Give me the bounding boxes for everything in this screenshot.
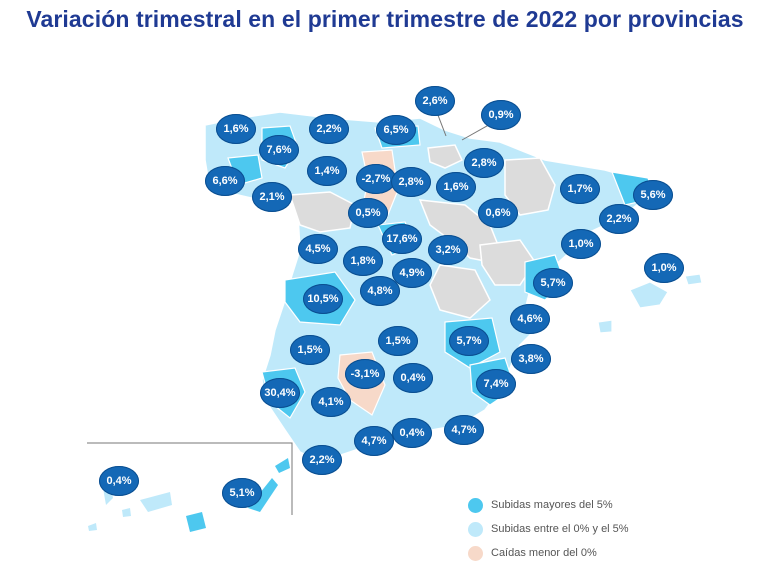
- badge-sevilla: 4,1%: [311, 387, 351, 417]
- badge-lugo: 7,6%: [259, 135, 299, 165]
- legend-label-above5: Subidas mayores del 5%: [491, 499, 613, 511]
- region-baleares-menorca: [684, 273, 703, 286]
- nodata-cuenca: [429, 264, 491, 319]
- badge-castellon: 5,7%: [533, 268, 573, 298]
- legend-item-between0and5: Subidas entre el 0% y el 5%: [468, 517, 629, 541]
- badge-zaragoza: 0,6%: [478, 198, 518, 228]
- badge-a-coruna: 1,6%: [216, 114, 256, 144]
- badge-badajoz: 1,5%: [290, 335, 330, 365]
- badge-pontevedra: 6,6%: [205, 166, 245, 196]
- badge-ciudad-real: 1,5%: [378, 326, 418, 356]
- badge-almeria: 4,7%: [444, 415, 484, 445]
- legend-item-negative: Caídas menor del 0%: [468, 541, 629, 565]
- badge-valencia: 4,6%: [510, 304, 550, 334]
- region-baleares: [629, 281, 669, 309]
- map-title: Variación trimestral en el primer trimes…: [26, 6, 744, 32]
- badge-segovia: 17,6%: [382, 224, 422, 254]
- badge-murcia: 7,4%: [476, 369, 516, 399]
- badge-tarragona: 1,0%: [561, 229, 601, 259]
- badge-alicante: 3,8%: [511, 344, 551, 374]
- legend-swatch-above5: [468, 497, 483, 513]
- legend-label-negative: Caídas menor del 0%: [491, 547, 597, 559]
- badge-gipuzkoa: 0,9%: [481, 100, 521, 130]
- badge-cadiz: 2,2%: [302, 445, 342, 475]
- badge-barcelona: 2,2%: [599, 204, 639, 234]
- nodata-lleida-teruel: [504, 157, 556, 216]
- badge-granada: 0,4%: [392, 418, 432, 448]
- badge-huesca: 1,7%: [560, 174, 600, 204]
- island-gran-canaria: [186, 512, 206, 532]
- badge-las-palmas: 5,1%: [222, 478, 262, 508]
- island-lanzarote: [275, 458, 290, 473]
- nodata-alava-area: [427, 144, 463, 169]
- badge-palencia: 0,5%: [348, 198, 388, 228]
- badge-navarra: 2,8%: [464, 148, 504, 178]
- badge-girona: 5,6%: [633, 180, 673, 210]
- badge-albacete: 5,7%: [449, 326, 489, 356]
- island-la-gomera: [122, 508, 131, 517]
- badge-alava: 2,8%: [391, 167, 431, 197]
- badge-leon: 1,4%: [307, 156, 347, 186]
- mainland-shape: [204, 111, 652, 463]
- legend-item-above5: Subidas mayores del 5%: [468, 493, 629, 517]
- badge-caceres: 10,5%: [303, 284, 343, 314]
- badge-avila: 1,8%: [343, 246, 383, 276]
- legend-swatch-negative: [468, 545, 483, 561]
- badge-bizkaia: 2,6%: [415, 86, 455, 116]
- badge-salamanca: 4,5%: [298, 234, 338, 264]
- badge-santa-cruz-de-tenerife: 0,4%: [99, 466, 139, 496]
- badge-jaen: 0,4%: [393, 363, 433, 393]
- badge-ourense: 2,1%: [252, 182, 292, 212]
- map-legend: Subidas mayores del 5% Subidas entre el …: [468, 493, 629, 565]
- badge-la-rioja: 1,6%: [436, 172, 476, 202]
- badge-toledo: 4,8%: [360, 276, 400, 306]
- badge-cantabria: 6,5%: [376, 115, 416, 145]
- legend-swatch-between0and5: [468, 521, 483, 537]
- badge-huelva: 30,4%: [260, 378, 300, 408]
- island-el-hierro: [88, 523, 97, 531]
- badge-guadalajara: 3,2%: [428, 235, 468, 265]
- canary-inset-frame: [87, 442, 293, 515]
- badge-burgos: -2,7%: [356, 164, 396, 194]
- region-baleares-ibiza: [597, 319, 613, 334]
- nodata-zamora-valladolid: [288, 191, 356, 233]
- nodata-teruel: [479, 239, 536, 286]
- island-tenerife: [140, 492, 172, 512]
- badge-asturias: 2,2%: [309, 114, 349, 144]
- badge-madrid: 4,9%: [392, 258, 432, 288]
- badge-baleares: 1,0%: [644, 253, 684, 283]
- legend-label-between0and5: Subidas entre el 0% y el 5%: [491, 523, 629, 535]
- badge-malaga: 4,7%: [354, 426, 394, 456]
- badge-cordoba: -3,1%: [345, 359, 385, 389]
